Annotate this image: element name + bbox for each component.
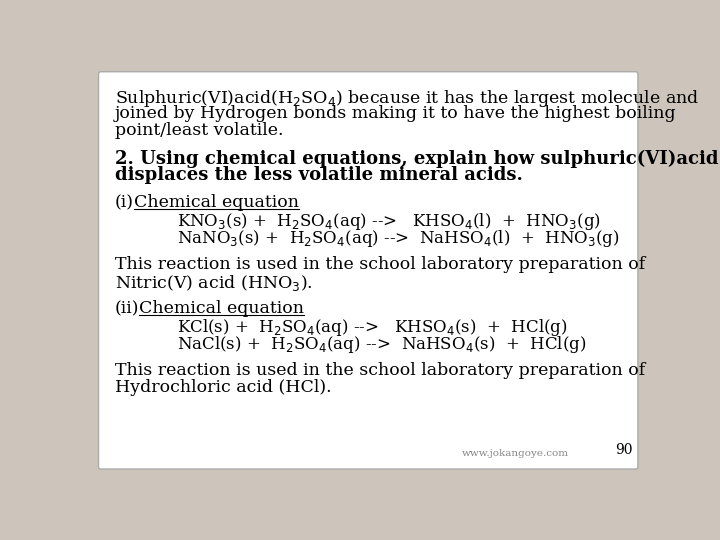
Text: (ii): (ii) [114, 300, 139, 318]
Text: Hydrochloric acid (HCl).: Hydrochloric acid (HCl). [114, 379, 331, 396]
Text: Chemical equation: Chemical equation [139, 300, 305, 318]
Text: 90: 90 [615, 443, 632, 457]
FancyBboxPatch shape [99, 72, 638, 469]
Text: NaNO$_3$(s) +  H$_2$SO$_4$(aq) -->  NaHSO$_4$(l)  +  HNO$_3$(g): NaNO$_3$(s) + H$_2$SO$_4$(aq) --> NaHSO$… [177, 228, 619, 249]
Text: This reaction is used in the school laboratory preparation of: This reaction is used in the school labo… [114, 362, 645, 379]
Text: KNO$_3$(s) +  H$_2$SO$_4$(aq) -->   KHSO$_4$(l)  +  HNO$_3$(g): KNO$_3$(s) + H$_2$SO$_4$(aq) --> KHSO$_4… [177, 211, 600, 232]
Text: Chemical equation: Chemical equation [134, 194, 299, 211]
Text: www.jokangoye.com: www.jokangoye.com [462, 449, 569, 457]
Text: displaces the less volatile mineral acids.: displaces the less volatile mineral acid… [114, 166, 523, 185]
Text: joined by Hydrogen bonds making it to have the highest boiling: joined by Hydrogen bonds making it to ha… [114, 105, 676, 122]
Text: (i): (i) [114, 194, 134, 211]
Text: point/least volatile.: point/least volatile. [114, 122, 283, 139]
Text: This reaction is used in the school laboratory preparation of: This reaction is used in the school labo… [114, 256, 645, 273]
Text: NaCl(s) +  H$_2$SO$_4$(aq) -->  NaHSO$_4$(s)  +  HCl(g): NaCl(s) + H$_2$SO$_4$(aq) --> NaHSO$_4$(… [177, 334, 586, 355]
Text: 2. Using chemical equations, explain how sulphuric(VI)acid: 2. Using chemical equations, explain how… [114, 150, 719, 168]
Text: Nitric(V) acid (HNO$_3$).: Nitric(V) acid (HNO$_3$). [114, 273, 312, 293]
Text: KCl(s) +  H$_2$SO$_4$(aq) -->   KHSO$_4$(s)  +  HCl(g): KCl(s) + H$_2$SO$_4$(aq) --> KHSO$_4$(s)… [177, 318, 567, 339]
Text: Sulphuric(VI)acid(H$_2$SO$_4$) because it has the largest molecule and: Sulphuric(VI)acid(H$_2$SO$_4$) because i… [114, 88, 699, 109]
